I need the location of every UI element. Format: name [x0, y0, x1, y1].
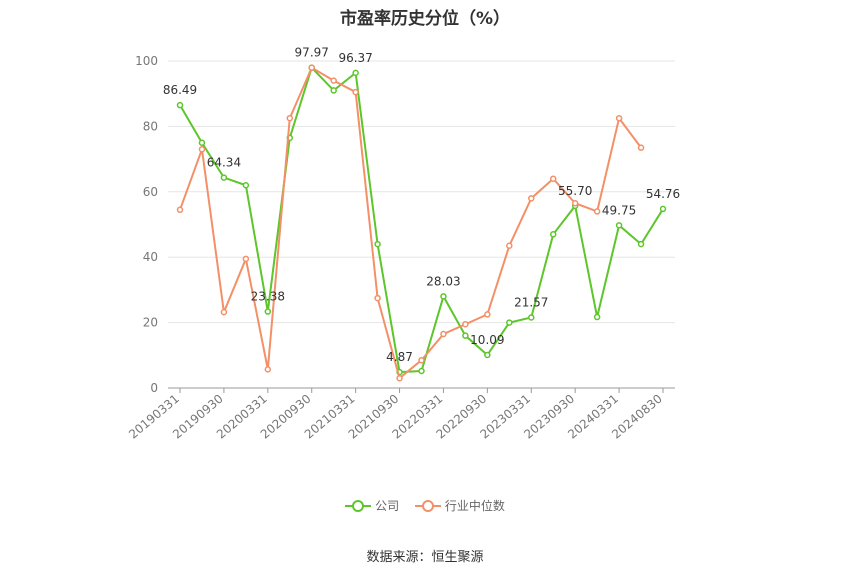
data-point-company: [506, 319, 513, 326]
chart-title: 市盈率历史分位（%）: [339, 9, 511, 29]
series: [176, 64, 667, 382]
y-tick-label: 0: [150, 381, 158, 395]
y-tick-label: 80: [143, 119, 158, 133]
data-point-industry: [593, 208, 601, 215]
data-point-company: [198, 139, 206, 146]
data-label: 49.75: [602, 203, 636, 217]
legend-label-industry: 行业中位数: [444, 499, 505, 513]
y-tick-label: 20: [143, 316, 158, 330]
data-point-company: [242, 182, 250, 189]
legend-swatch-company: [345, 499, 372, 512]
y-tick-label: 40: [143, 250, 158, 264]
legend: 公司 行业中位数: [0, 497, 850, 515]
data-label: 4.87: [386, 350, 413, 364]
data-point-company: [462, 332, 469, 339]
data-source: 数据来源：恒生聚源: [366, 550, 484, 565]
data-point-company: [220, 174, 228, 181]
legend-item-company[interactable]: 公司: [345, 497, 399, 514]
data-point-industry: [374, 294, 381, 302]
data-point-industry: [615, 114, 623, 122]
data-point-company: [440, 293, 447, 300]
y-tick-label: 60: [143, 185, 158, 199]
legend-swatch-industry: [414, 499, 441, 512]
data-point-industry: [264, 366, 272, 373]
data-point-industry: [549, 175, 557, 182]
data-label: 21.57: [514, 295, 548, 309]
data-point-industry: [352, 88, 359, 96]
data-point-company: [637, 240, 645, 248]
data-label: 10.09: [470, 333, 504, 347]
data-point-company: [330, 87, 337, 94]
legend-item-industry[interactable]: 行业中位数: [414, 497, 505, 514]
series-line-company: [179, 65, 664, 374]
data-point-company: [352, 69, 359, 77]
data-label: 64.34: [207, 156, 241, 170]
data-point-company: [264, 308, 272, 315]
data-point-industry: [198, 146, 206, 153]
data-point-industry: [484, 311, 491, 318]
data-point-company: [549, 231, 557, 238]
data-point-industry: [440, 330, 447, 338]
data-point-industry: [528, 195, 535, 202]
data-label: 55.70: [558, 184, 592, 198]
data-label: 97.97: [295, 46, 329, 60]
data-point-company: [593, 313, 601, 321]
data-point-industry: [637, 144, 645, 151]
data-point-company: [418, 367, 425, 375]
data-point-industry: [242, 255, 250, 263]
data-point-company: [615, 222, 623, 229]
data-point-company: [659, 205, 667, 213]
data-label: 86.49: [163, 83, 197, 97]
data-point-industry: [418, 356, 425, 364]
data-label: 28.03: [426, 274, 460, 288]
data-point-industry: [330, 77, 337, 84]
data-label: 54.76: [646, 187, 680, 201]
data-label: 96.37: [338, 51, 372, 65]
data-label: 23.38: [251, 290, 285, 304]
data-point-company: [176, 101, 184, 109]
data-point-industry: [506, 242, 513, 250]
data-labels: 86.49 64.34 23.38 97.97 96.37 4.87 28.03 10.09 2…: [163, 46, 680, 364]
data-point-industry: [571, 199, 579, 207]
data-point-industry: [396, 374, 403, 382]
data-point-company: [484, 351, 491, 359]
series-line-industry: [179, 66, 642, 380]
data-point-industry: [220, 308, 228, 316]
data-point-industry: [462, 320, 469, 328]
data-point-industry: [308, 64, 315, 71]
grid: [168, 60, 675, 389]
data-point-industry: [286, 114, 294, 122]
data-point-company: [528, 314, 535, 321]
legend-label-company: 公司: [375, 499, 400, 513]
data-point-industry: [176, 206, 184, 214]
y-tick-label: 100: [135, 54, 158, 68]
data-point-company: [374, 240, 381, 248]
